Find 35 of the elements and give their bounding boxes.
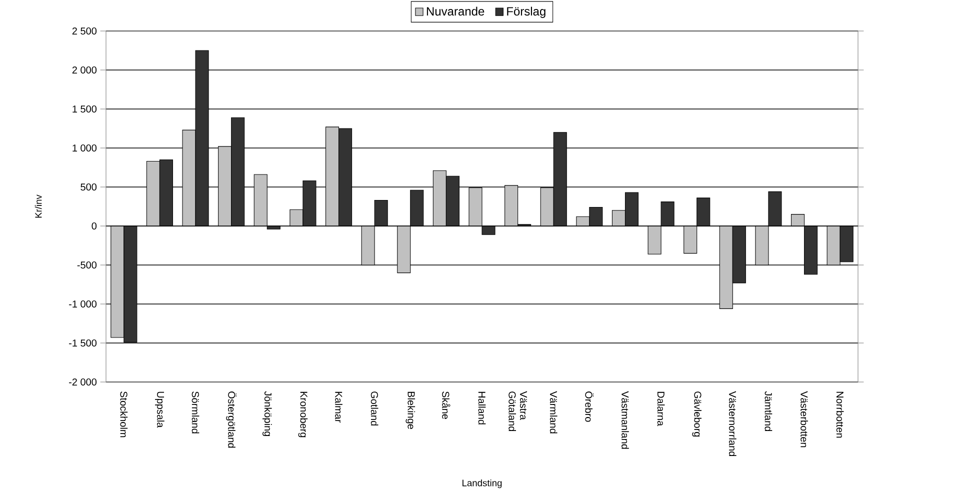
y-tick-label: 2 000 (72, 66, 97, 74)
x-tick-label: Dalarna (657, 392, 665, 426)
x-tick-label: Västmanland (622, 391, 629, 449)
x-tick-label: Jönköping (262, 391, 272, 436)
y-tick-label: 1 000 (72, 144, 97, 152)
y-tick-label: -500 (77, 261, 97, 269)
x-tick-label: Gävleborg (692, 392, 702, 437)
x-tick-label: Kalmar (335, 392, 342, 423)
legend-label: Förslag (507, 6, 546, 18)
x-tick-label: Gotland (370, 392, 378, 426)
y-tick-label: -1 500 (69, 339, 97, 347)
x-tick-label: Sörmland (192, 392, 200, 434)
x-tick-label: Blekinge (406, 392, 416, 429)
x-tick-label: Östergötland (226, 392, 237, 448)
y-tick-label: 500 (80, 183, 97, 191)
x-tick-label: Uppsala (155, 392, 164, 428)
x-tick-label: Stockholm (120, 392, 128, 438)
x-tick-label: Västernorrland (728, 391, 736, 456)
x-tick-label: Västerbotten (800, 391, 808, 448)
x-tick-label: Västra Götaland (508, 391, 527, 432)
x-tick-label: Örebro (585, 392, 594, 422)
legend-label: Nuvarande (426, 6, 484, 16)
x-tick-label: Jämtland (764, 391, 772, 431)
y-axis-title: Kr/inv (34, 194, 42, 218)
y-tick-label: -1 000 (69, 300, 97, 308)
y-tick-label: 0 (92, 222, 97, 230)
x-tick-label: Värmland (550, 391, 558, 434)
x-tick-label: Norrbotten (836, 392, 844, 438)
x-tick-label: Skåne (442, 392, 450, 419)
x-tick-label: Halland (478, 392, 486, 424)
y-tick-label: -2 000 (69, 378, 97, 386)
x-axis-title: Landsting (462, 479, 502, 488)
x-tick-label: Kronoberg (298, 392, 308, 438)
y-tick-label: 2 500 (72, 27, 97, 35)
y-tick-label: 1 500 (72, 105, 97, 113)
